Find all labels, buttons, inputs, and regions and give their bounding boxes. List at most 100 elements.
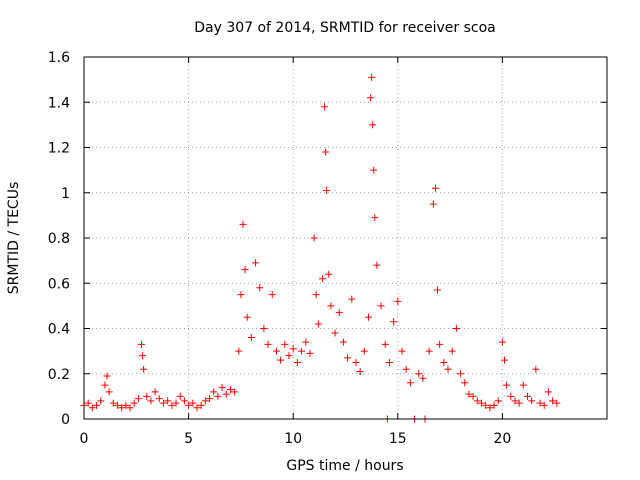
- data-point: [473, 397, 481, 405]
- y-tick-label: 1.2: [48, 141, 70, 157]
- x-tick-label: 5: [184, 431, 193, 447]
- data-point: [477, 399, 485, 407]
- data-point: [348, 295, 356, 303]
- data-point: [425, 347, 433, 355]
- y-axis-label: SRMTID / TECUs: [6, 182, 22, 295]
- data-point: [140, 365, 148, 373]
- data-point: [231, 388, 239, 396]
- data-point: [335, 309, 343, 317]
- data-point: [394, 297, 402, 305]
- data-point: [105, 388, 113, 396]
- data-point: [252, 259, 260, 267]
- data-point: [498, 338, 506, 346]
- data-point: [289, 345, 297, 353]
- data-point: [312, 291, 320, 299]
- data-point: [222, 390, 230, 398]
- data-point: [168, 401, 176, 409]
- x-tick-labels: 0 5 10 15 20: [80, 431, 512, 447]
- data-point: [113, 401, 121, 409]
- y-tick-label: 0: [61, 412, 70, 428]
- data-point: [138, 340, 146, 348]
- y-tick-label: 1.6: [48, 50, 70, 66]
- data-point: [237, 291, 245, 299]
- data-point: [134, 395, 142, 403]
- data-point: [461, 379, 469, 387]
- data-point: [457, 370, 465, 378]
- data-point: [218, 383, 226, 391]
- data-point: [540, 401, 548, 409]
- data-point: [122, 401, 130, 409]
- plot-frame: [83, 56, 608, 420]
- data-point: [318, 275, 326, 283]
- data-point: [452, 325, 460, 332]
- data-points: [80, 73, 561, 423]
- data-point: [197, 401, 205, 409]
- x-tick-label: 20: [493, 431, 511, 447]
- data-point: [436, 340, 444, 348]
- data-point: [139, 352, 147, 360]
- data-point: [97, 397, 105, 405]
- data-point: [155, 395, 163, 403]
- data-point: [381, 340, 389, 348]
- data-point: [486, 404, 494, 412]
- data-point: [352, 358, 360, 366]
- data-point: [431, 184, 439, 192]
- data-point: [241, 266, 249, 274]
- data-point: [368, 73, 376, 81]
- data-point: [536, 399, 544, 407]
- y-tick-label: 1.4: [48, 95, 70, 111]
- data-point: [118, 404, 126, 412]
- data-point: [390, 318, 398, 326]
- data-point: [285, 352, 293, 360]
- data-point: [293, 358, 301, 366]
- data-point: [268, 291, 276, 299]
- data-point: [321, 103, 329, 111]
- data-point: [185, 401, 193, 409]
- data-point: [256, 284, 264, 292]
- data-point: [373, 261, 381, 269]
- data-point: [371, 214, 379, 222]
- data-point: [344, 354, 352, 362]
- data-point: [260, 325, 268, 332]
- x-axis-label: GPS time / hours: [286, 458, 403, 474]
- data-point: [147, 397, 155, 405]
- data-point: [306, 349, 314, 357]
- data-point: [507, 392, 515, 400]
- data-point: [247, 334, 255, 342]
- data-point: [310, 234, 318, 242]
- data-point: [367, 94, 375, 102]
- data-point: [553, 399, 561, 407]
- data-point: [356, 367, 364, 375]
- data-point: [444, 365, 452, 373]
- data-point: [277, 356, 285, 364]
- data-point: [339, 338, 347, 346]
- data-point: [528, 397, 536, 405]
- data-point: [103, 372, 111, 380]
- data-point: [519, 381, 527, 389]
- data-point: [494, 397, 502, 405]
- grid-lines: [84, 57, 607, 419]
- data-point: [159, 399, 167, 407]
- data-point: [482, 401, 490, 409]
- data-point: [360, 347, 368, 355]
- data-point: [406, 379, 414, 387]
- data-point: [415, 370, 423, 378]
- data-point: [151, 388, 159, 396]
- data-point: [281, 340, 289, 348]
- data-point: [214, 392, 222, 400]
- data-point: [369, 121, 377, 129]
- axis-ticks: [83, 56, 607, 420]
- y-tick-label: 0.4: [48, 322, 70, 338]
- data-point: [440, 358, 448, 366]
- data-point: [402, 365, 410, 373]
- y-tick-label: 0.2: [48, 367, 70, 383]
- data-point: [314, 320, 322, 328]
- data-point: [130, 399, 138, 407]
- data-point: [235, 347, 243, 355]
- data-point: [524, 392, 532, 400]
- data-point: [210, 388, 218, 396]
- data-point: [490, 401, 498, 409]
- data-point: [264, 340, 272, 348]
- data-point: [243, 313, 251, 321]
- data-point: [549, 397, 557, 405]
